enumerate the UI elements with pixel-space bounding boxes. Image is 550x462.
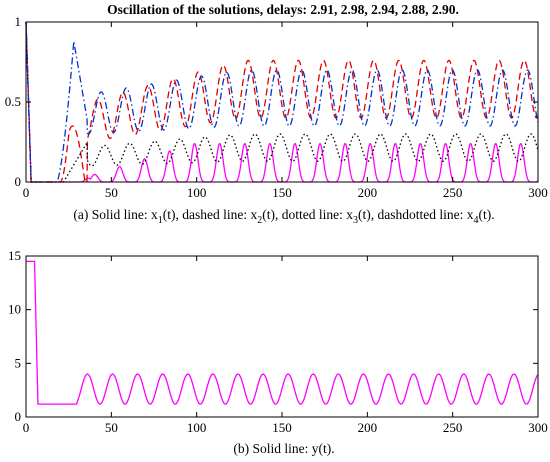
panel-b-x-tick-label: 300: [528, 420, 548, 435]
panel-a-x-tick-label: 250: [443, 185, 463, 200]
panel-a-x-tick-label: 0: [23, 185, 30, 200]
panel-b-ticks: 0 50 100 150 200 250 300 0 5 10 15: [8, 248, 548, 435]
panel-b-series: [26, 260, 539, 405]
panel-b-y-tick-label: 5: [15, 355, 22, 370]
figure-title: Oscillation of the solutions, delays: 2.…: [107, 2, 459, 17]
panel-b-x-tick-label: 50: [105, 420, 118, 435]
panel-a-ticks: 0 50 100 150 200 250 300 0 0.5 1: [5, 14, 548, 200]
panel-a-y-tick-label: 0.5: [5, 94, 21, 109]
caption-a-sub: 2: [257, 215, 262, 226]
panel-b-x-tick-label: 100: [187, 420, 207, 435]
panel-a-x-tick-label: 300: [528, 185, 548, 200]
caption-a-sub: 4: [473, 215, 478, 226]
panel-b: 0 50 100 150 200 250 300 0 5 10 15 (b) Solid line:…: [8, 248, 548, 456]
panel-b-x-tick-label: 150: [272, 420, 292, 435]
caption-a-sub: 1: [158, 215, 163, 226]
series-line-x2: [25, 21, 539, 183]
panel-b-x-tick-label: 200: [358, 420, 378, 435]
panel-b-y-tick-label: 10: [8, 302, 21, 317]
panel-a-y-tick-label: 0: [15, 174, 22, 189]
panel-a-x-tick-label: 200: [358, 185, 378, 200]
panel-a-caption: (a) Solid line: x1(t), dashed line: x2(t…: [73, 207, 494, 226]
panel-a-x-tick-label: 100: [187, 185, 207, 200]
caption-a-part: (t), dashed line: x: [163, 207, 258, 222]
panel-b-y-tick-label: 15: [8, 248, 21, 263]
panel-b-caption: (b) Solid line: y(t).: [233, 441, 334, 456]
panel-b-y-tick-label: 0: [15, 409, 22, 424]
caption-a-part: (t), dashdotted line: x: [358, 207, 474, 222]
caption-a-part: (t), dotted line: x: [262, 207, 353, 222]
panel-a-y-tick-label: 1: [15, 14, 22, 29]
panel-b-x-tick-label: 0: [23, 420, 30, 435]
caption-a-part: (t).: [478, 207, 494, 222]
panel-a-x-tick-label: 150: [272, 185, 292, 200]
caption-a-sub: 3: [353, 215, 358, 226]
series-line-y: [26, 260, 539, 405]
panel-b-x-tick-label: 250: [443, 420, 463, 435]
series-line-x4: [25, 21, 539, 183]
panel-a-x-tick-label: 50: [105, 185, 118, 200]
caption-a-part: (a) Solid line: x: [73, 207, 158, 222]
panel-a: 0 50 100 150 200 250 300 0 0.5 1 (a) Solid line: …: [5, 14, 548, 226]
